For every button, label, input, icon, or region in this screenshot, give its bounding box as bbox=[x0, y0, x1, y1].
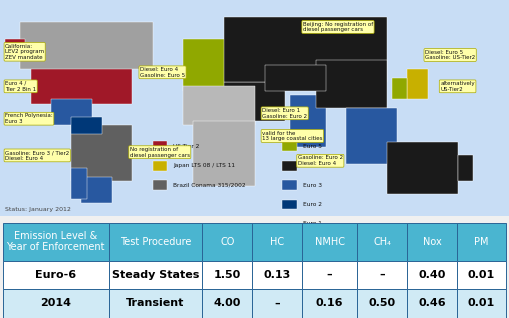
Bar bbox=[252, 223, 302, 260]
Text: Transient: Transient bbox=[126, 298, 185, 308]
Bar bbox=[3, 223, 108, 260]
Bar bbox=[282, 161, 297, 170]
Text: Gasoline: Euro 3 / Tier2
Diesel: Euro 4: Gasoline: Euro 3 / Tier2 Diesel: Euro 4 bbox=[5, 150, 69, 161]
Text: 0.46: 0.46 bbox=[418, 298, 446, 308]
Text: 0.50: 0.50 bbox=[369, 298, 396, 308]
Polygon shape bbox=[183, 39, 234, 91]
Text: Nox: Nox bbox=[422, 237, 441, 246]
Bar bbox=[357, 260, 407, 289]
Polygon shape bbox=[5, 39, 25, 60]
Text: Euro-6: Euro-6 bbox=[35, 270, 76, 280]
Text: Euro 4: Euro 4 bbox=[303, 163, 322, 168]
Text: Euro 4 /
Tier 2 Bin 1: Euro 4 / Tier 2 Bin 1 bbox=[5, 81, 36, 92]
Text: –: – bbox=[380, 270, 385, 280]
Polygon shape bbox=[71, 168, 87, 198]
Polygon shape bbox=[20, 22, 153, 69]
Bar bbox=[302, 260, 357, 289]
Text: 2014: 2014 bbox=[40, 298, 71, 308]
Bar bbox=[252, 289, 302, 317]
Bar bbox=[108, 223, 203, 260]
Text: US-Tier 2: US-Tier 2 bbox=[173, 144, 200, 149]
Bar bbox=[457, 260, 506, 289]
Text: HC: HC bbox=[270, 237, 284, 246]
Polygon shape bbox=[183, 86, 254, 125]
Bar bbox=[153, 142, 167, 151]
Text: PM: PM bbox=[474, 237, 489, 246]
Text: valid for the
13 large coastal cities: valid for the 13 large coastal cities bbox=[262, 131, 323, 142]
Bar bbox=[203, 223, 252, 260]
Polygon shape bbox=[71, 117, 102, 134]
Text: Euro 1: Euro 1 bbox=[303, 221, 322, 226]
Polygon shape bbox=[265, 65, 326, 91]
Bar bbox=[282, 200, 297, 209]
Text: 0.13: 0.13 bbox=[263, 270, 291, 280]
Bar bbox=[203, 289, 252, 317]
Text: Gasoline: Euro 2
Diesel: Euro 4: Gasoline: Euro 2 Diesel: Euro 4 bbox=[298, 156, 343, 166]
Text: Brazil Conama 315/2002: Brazil Conama 315/2002 bbox=[173, 183, 246, 188]
Text: 0.16: 0.16 bbox=[316, 298, 344, 308]
Polygon shape bbox=[392, 78, 407, 99]
Polygon shape bbox=[224, 82, 285, 121]
Text: Status: January 2012: Status: January 2012 bbox=[5, 206, 71, 211]
Polygon shape bbox=[224, 17, 387, 82]
Text: CH₄: CH₄ bbox=[373, 237, 391, 246]
Text: alternatively
US-Tier2: alternatively US-Tier2 bbox=[440, 81, 475, 92]
Polygon shape bbox=[387, 142, 458, 194]
Text: Diesel: Euro 5
Gasoline: US-Tier2: Diesel: Euro 5 Gasoline: US-Tier2 bbox=[425, 50, 475, 60]
Text: –: – bbox=[274, 298, 280, 308]
Polygon shape bbox=[407, 69, 428, 99]
Text: 4.00: 4.00 bbox=[214, 298, 241, 308]
Bar bbox=[407, 260, 457, 289]
Bar bbox=[357, 289, 407, 317]
Bar bbox=[3, 289, 108, 317]
Text: 0.01: 0.01 bbox=[468, 270, 495, 280]
Polygon shape bbox=[51, 99, 92, 125]
Polygon shape bbox=[316, 60, 387, 108]
Text: Euro 5: Euro 5 bbox=[303, 144, 322, 149]
Text: Euro 3: Euro 3 bbox=[303, 183, 322, 188]
Bar bbox=[282, 142, 297, 151]
Polygon shape bbox=[290, 95, 326, 147]
Bar bbox=[108, 260, 203, 289]
Text: Euro 2: Euro 2 bbox=[303, 202, 322, 207]
Text: Beijing: No registration of
diesel passenger cars: Beijing: No registration of diesel passe… bbox=[303, 22, 373, 32]
Bar bbox=[357, 223, 407, 260]
Polygon shape bbox=[193, 121, 254, 186]
Bar bbox=[457, 289, 506, 317]
Text: 0.40: 0.40 bbox=[418, 270, 446, 280]
Bar bbox=[457, 223, 506, 260]
Polygon shape bbox=[81, 177, 112, 203]
Bar bbox=[302, 289, 357, 317]
Text: Steady States: Steady States bbox=[112, 270, 199, 280]
Text: –: – bbox=[327, 270, 332, 280]
Text: Emission Level &
Year of Enforcement: Emission Level & Year of Enforcement bbox=[6, 231, 105, 252]
Polygon shape bbox=[346, 108, 397, 164]
Bar bbox=[407, 223, 457, 260]
Text: CO: CO bbox=[220, 237, 235, 246]
Bar bbox=[407, 289, 457, 317]
Text: No registration of
diesel passenger cars: No registration of diesel passenger cars bbox=[130, 147, 190, 157]
Text: 1.50: 1.50 bbox=[214, 270, 241, 280]
Text: French Polynesia:
Euro 3: French Polynesia: Euro 3 bbox=[5, 113, 53, 124]
Text: California:
LEV2 program
ZEV mandate: California: LEV2 program ZEV mandate bbox=[5, 44, 44, 60]
Bar bbox=[282, 180, 297, 190]
Polygon shape bbox=[31, 60, 132, 104]
Bar bbox=[3, 260, 108, 289]
Bar bbox=[108, 289, 203, 317]
Text: Diesel: Euro 1
Gasoline: Euro 2: Diesel: Euro 1 Gasoline: Euro 2 bbox=[262, 108, 307, 119]
Polygon shape bbox=[71, 125, 132, 181]
Text: 0.01: 0.01 bbox=[468, 298, 495, 308]
Bar bbox=[153, 180, 167, 190]
Text: Japan LTS 08 / LTS 11: Japan LTS 08 / LTS 11 bbox=[173, 163, 235, 168]
Bar bbox=[153, 161, 167, 170]
Bar bbox=[282, 219, 297, 229]
Text: Diesel: Euro 4
Gasoline: Euro 5: Diesel: Euro 4 Gasoline: Euro 5 bbox=[140, 67, 185, 78]
Bar bbox=[302, 223, 357, 260]
Bar bbox=[252, 260, 302, 289]
Bar bbox=[203, 260, 252, 289]
Polygon shape bbox=[458, 156, 473, 181]
Text: NMHC: NMHC bbox=[315, 237, 345, 246]
Text: Test Procedure: Test Procedure bbox=[120, 237, 191, 246]
